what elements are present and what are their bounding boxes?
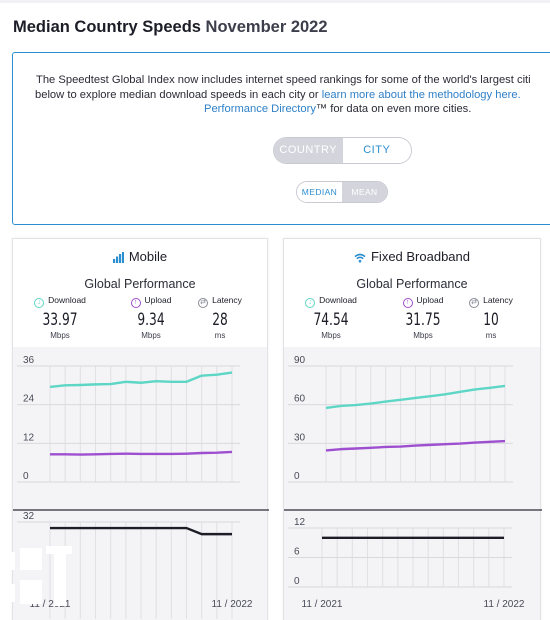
mobile-download-metric: ↓ Download 33.97 Mbps (25, 295, 95, 340)
mobile-speed-ytick: 12 (23, 432, 35, 443)
fixed-title-text: Fixed Broadband (370, 249, 470, 264)
wifi-icon (354, 251, 366, 266)
mobile-metrics: ↓ Download 33.97 Mbps ↑ Upload 9.34 Mbps ⇄… (13, 295, 267, 345)
mobile-speed-ytick: 36 (23, 355, 35, 366)
latency-icon: ⇄ (198, 298, 209, 308)
mobile-latency-metric: ⇄ Latency 28 ms (185, 295, 255, 340)
fixed-download-metric: ↓ Download 74.54 Mbps (296, 295, 366, 340)
performance-directory-link[interactable]: Performance Directory (204, 103, 316, 115)
metric-unit: ms (214, 331, 226, 340)
metric-unit: ms (485, 331, 497, 340)
info-box: The Speedtest Global Index now includes … (12, 52, 550, 225)
metric-label: Upload (416, 295, 444, 305)
signal-bars-icon (112, 251, 124, 266)
fixed-latency-xtick-start: 11 / 2021 (302, 599, 343, 610)
metric-value: 9.34 (137, 310, 165, 330)
metric-label: Upload (144, 295, 172, 305)
country-city-toggle: COUNTRY CITY (273, 137, 412, 164)
median-toggle-option[interactable]: MEDIAN (297, 182, 342, 202)
fixed-speed-ytick: 30 (294, 432, 306, 443)
watermark-logo (0, 546, 72, 606)
metric-label: Download (48, 295, 86, 305)
mobile-latency-xtick-end: 11 / 2022 (212, 599, 253, 610)
methodology-link[interactable]: learn more about the methodology here. (321, 88, 521, 101)
mobile-latency-xtick-start: 11 / 2021 (30, 599, 71, 610)
metric-unit: Mbps (141, 331, 161, 340)
info-line-3: Performance Directory™ for data on even … (13, 102, 550, 117)
metric-label: Latency (483, 295, 513, 305)
fixed-latency-xtick-end: 11 / 2022 (484, 599, 525, 610)
upload-icon: ↑ (402, 298, 413, 308)
fixed-speed-ytick: 0 (294, 471, 300, 482)
fixed-speed-download-line (325, 384, 506, 410)
mobile-card-title: Mobile (13, 249, 267, 266)
info-line-3-text: ™ for data on even more cities. (315, 103, 472, 115)
metric-value: 74.54 (313, 310, 349, 330)
page-title: Median Country Speeds November 2022 (13, 18, 328, 37)
mean-toggle-option[interactable]: MEAN (342, 182, 387, 202)
median-mean-toggle: MEDIAN MEAN (296, 181, 388, 203)
mobile-speed-upload-line (50, 450, 233, 456)
fixed-chart: 0 30 60 90 0 6 12 11 / 2021 11 / 2022 (284, 355, 542, 610)
fixed-speed-ytick: 60 (294, 394, 306, 405)
fixed-latency-ytick: 12 (294, 517, 306, 528)
metric-value: 31.75 (405, 310, 441, 330)
info-text: The Speedtest Global Index now includes … (13, 73, 550, 117)
mobile-upload-metric: ↑ Upload 9.34 Mbps (116, 295, 186, 340)
fixed-latency-ytick: 6 (294, 547, 300, 558)
metric-value: 10 (483, 310, 499, 330)
fixed-broadband-card: Fixed Broadband Global Performance ↓ Down… (283, 238, 542, 620)
download-icon: ↓ (305, 298, 316, 308)
mobile-latency-ytick: 32 (23, 511, 35, 522)
city-toggle-option[interactable]: CITY (342, 138, 411, 163)
mobile-speed-ytick: 24 (23, 394, 35, 405)
fixed-chart-area: 0 30 60 90 0 6 12 11 / 2021 11 / 2022 (284, 347, 542, 620)
metric-unit: Mbps (321, 331, 341, 340)
mobile-title-text: Mobile (128, 249, 168, 264)
page-title-text: Median Country Speeds (13, 18, 201, 36)
info-line-2: below to explore median download speeds … (13, 88, 550, 103)
page-title-date: November 2022 (205, 18, 328, 36)
fixed-upload-metric: ↑ Upload 31.75 Mbps (388, 295, 458, 340)
download-icon: ↓ (34, 298, 45, 308)
fixed-subtitle: Global Performance (356, 277, 468, 291)
mobile-speed-ytick: 0 (23, 471, 29, 482)
top-divider (0, 0, 550, 3)
country-toggle-option[interactable]: COUNTRY (274, 138, 343, 163)
metric-value: 33.97 (42, 310, 78, 330)
fixed-metrics: ↓ Download 74.54 Mbps ↑ Upload 31.75 Mbps … (284, 295, 540, 345)
fixed-card-title: Fixed Broadband (284, 249, 540, 266)
fixed-speed-upload-line (325, 439, 506, 452)
mobile-latency-latency-line (50, 526, 232, 536)
metric-label: Latency (212, 295, 242, 305)
mobile-subtitle: Global Performance (84, 277, 196, 291)
fixed-latency-ytick: 0 (294, 576, 300, 587)
metric-unit: Mbps (50, 331, 70, 340)
mobile-speed-download-line (49, 371, 233, 389)
fixed-latency-metric: ⇄ Latency 10 ms (456, 295, 526, 340)
metric-label: Download (319, 295, 357, 305)
latency-icon: ⇄ (469, 298, 480, 308)
fixed-speed-ytick: 90 (294, 355, 306, 366)
metric-unit: Mbps (413, 331, 433, 340)
metric-value: 28 (212, 310, 228, 330)
upload-icon: ↑ (130, 298, 141, 308)
info-line-1: The Speedtest Global Index now includes … (36, 74, 531, 86)
info-line-2-text: below to explore median download speeds … (35, 88, 322, 101)
